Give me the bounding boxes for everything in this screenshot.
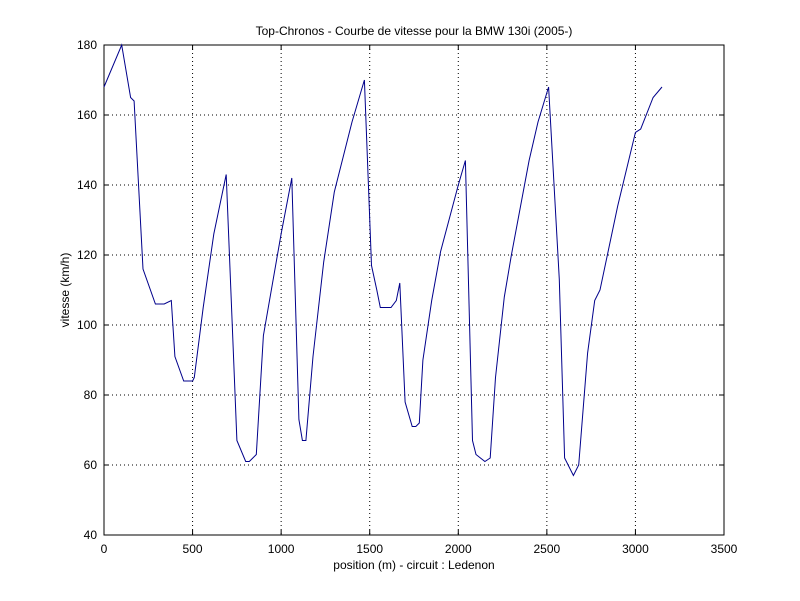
y-tick-labels: 40 60 80 100 120 140 160 180	[77, 38, 97, 542]
grid-lines	[104, 45, 724, 535]
x-axis-label: position (m) - circuit : Ledenon	[333, 558, 494, 572]
y-tick-label: 140	[77, 178, 97, 192]
plot-area	[103, 44, 725, 536]
y-axis-label: vitesse (km/h)	[58, 253, 72, 328]
y-tick-label: 180	[77, 38, 97, 52]
y-tick-label: 120	[77, 248, 97, 262]
y-tick-label: 160	[77, 108, 97, 122]
x-tick-labels: 0 500 1000 1500 2000 2500 3000 3500	[101, 542, 738, 556]
x-tick-label: 3000	[622, 542, 649, 556]
chart-title: Top-Chronos - Courbe de vitesse pour la …	[256, 24, 573, 38]
axis-ticks	[103, 44, 725, 536]
y-tick-label: 100	[77, 318, 97, 332]
x-tick-label: 1000	[268, 542, 295, 556]
x-tick-label: 2500	[534, 542, 561, 556]
x-tick-label: 500	[183, 542, 203, 556]
x-tick-label: 0	[101, 542, 108, 556]
y-tick-label: 40	[84, 528, 98, 542]
speed-series-line	[103, 43, 663, 477]
y-tick-label: 80	[84, 388, 98, 402]
x-tick-label: 2000	[445, 542, 472, 556]
x-tick-label: 1500	[356, 542, 383, 556]
y-tick-label: 60	[84, 458, 98, 472]
x-tick-label: 3500	[711, 542, 738, 556]
